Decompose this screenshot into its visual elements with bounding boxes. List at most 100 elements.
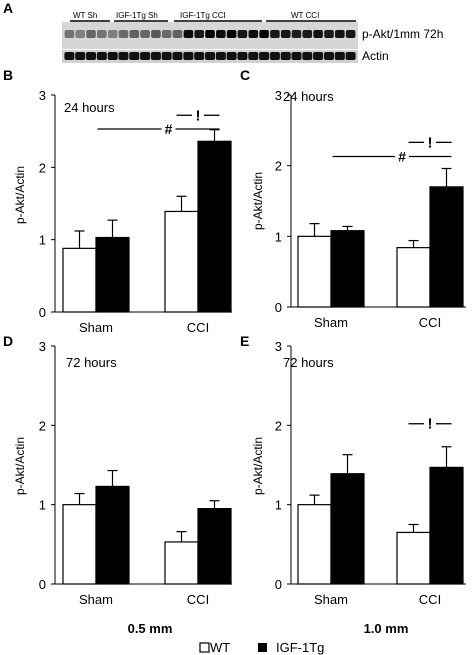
panel-e: E 72 hours p-Akt/Actin 0 1 2 3 Sham CCI! [240, 333, 466, 607]
pakt-band [313, 30, 323, 38]
y-tick-label: 1 [275, 229, 282, 244]
blot-label-igf-sham: IGF-1Tg Sh [116, 11, 158, 20]
x-tick-label: Sham [314, 592, 348, 607]
pakt-band [248, 30, 259, 38]
y-tick-label: 0 [39, 305, 46, 320]
actin-band [64, 52, 75, 60]
y-tick-label: 3 [39, 339, 46, 354]
panel-d: D 72 hours p-Akt/Actin 0 1 2 3 Sham CCI [3, 333, 232, 607]
y-tick-label: 1 [275, 498, 282, 513]
pakt-band [140, 30, 150, 38]
blot-pakt-bands [64, 30, 356, 38]
panel-a-letter: A [3, 0, 13, 16]
panel-b-plot: 0 1 2 3 Sham CCI! # [39, 88, 232, 335]
actin-band [86, 52, 96, 60]
panel-d-timepoint: 72 hours [66, 355, 117, 370]
actin-band [248, 52, 259, 60]
x-tick-label: CCI [419, 315, 441, 330]
panel-d-ylabel: p-Akt/Actin [13, 437, 27, 495]
blot-group-headers: WT Sh IGF-1Tg Sh IGF-1Tg CCI WT CCI [70, 11, 356, 22]
actin-band [205, 52, 215, 60]
panel-c-timepoint: 24 hours [283, 89, 334, 104]
y-tick-label: 3 [275, 88, 282, 103]
pakt-band [226, 30, 237, 38]
blot-row-label-pakt: p-Akt/1mm 72h [362, 27, 443, 41]
bar-wt [297, 235, 332, 308]
actin-band [291, 52, 302, 60]
pakt-band [151, 30, 161, 38]
x-tick-label: CCI [419, 592, 441, 607]
actin-band [194, 52, 205, 60]
y-tick-label: 2 [275, 159, 282, 174]
actin-band [269, 52, 280, 60]
actin-band [324, 52, 334, 60]
pakt-band [129, 30, 140, 38]
bar-igf [330, 473, 365, 585]
pakt-band [75, 30, 85, 38]
x-tick-label: Sham [314, 315, 348, 330]
y-tick-label: 1 [39, 498, 46, 513]
bar-wt [396, 247, 431, 308]
actin-band [345, 52, 356, 60]
actin-band [183, 52, 194, 60]
bar-igf [429, 466, 464, 585]
pakt-band [335, 30, 345, 38]
bar-igf [429, 186, 464, 308]
pakt-band [64, 30, 75, 38]
legend: WT IGF-1Tg [199, 640, 324, 655]
actin-band [150, 52, 161, 60]
bar-igf [330, 230, 365, 308]
actin-band [302, 52, 313, 60]
x-tick-label: CCI [187, 320, 209, 335]
panel-c-plot: 0 1 2 3 Sham CCI! # [275, 88, 466, 330]
actin-band [259, 52, 270, 60]
panel-e-plot: 0 1 2 3 Sham CCI! [275, 339, 466, 607]
pakt-band [280, 30, 291, 38]
y-tick-label: 2 [275, 418, 282, 433]
panel-c-ylabel: p-Akt/Actin [251, 172, 265, 230]
bar-wt [164, 541, 199, 585]
actin-band [140, 52, 151, 60]
pakt-band [161, 30, 172, 38]
bar-igf [95, 236, 130, 313]
x-tick-label: Sham [79, 320, 113, 335]
pakt-band [345, 30, 356, 38]
bar-igf [95, 485, 130, 585]
pakt-band [259, 30, 269, 38]
pakt-band [118, 30, 129, 38]
bar-igf [197, 508, 232, 585]
pakt-band [302, 30, 313, 38]
bar-wt [62, 247, 97, 313]
panel-b-letter: B [3, 67, 13, 83]
pakt-band [86, 30, 96, 38]
pakt-band [237, 30, 248, 38]
panel-e-ylabel: p-Akt/Actin [251, 437, 265, 495]
panel-b: B 24 hours p-Akt/Actin 0 1 2 3 Sham CCI! # [3, 67, 232, 335]
y-tick-label: 2 [39, 160, 46, 175]
actin-band [129, 52, 140, 60]
pakt-band [183, 30, 194, 38]
panel-c-letter: C [240, 67, 250, 83]
blot-row-label-actin: Actin [362, 49, 389, 63]
actin-band [334, 52, 345, 60]
actin-band [226, 52, 237, 60]
y-tick-label: 1 [39, 233, 46, 248]
x-tick-label: CCI [187, 592, 209, 607]
bar-wt [164, 210, 199, 313]
actin-band [161, 52, 172, 60]
y-tick-label: 0 [39, 577, 46, 592]
actin-band [215, 52, 226, 60]
bar-wt [297, 504, 332, 585]
panel-e-letter: E [240, 333, 249, 349]
blot-label-wt-sham: WT Sh [73, 11, 97, 20]
blot-label-igf-cci: IGF-1Tg CCI [180, 11, 226, 20]
y-tick-label: 3 [39, 88, 46, 103]
pakt-band [324, 30, 334, 38]
pakt-band [216, 30, 226, 38]
panel-e-timepoint: 72 hours [283, 355, 334, 370]
legend-swatch-igf [258, 643, 267, 652]
significance-symbol: # [165, 121, 173, 137]
column-label-left: 0.5 mm [128, 621, 173, 636]
bar-wt [396, 531, 431, 585]
legend-label-igf: IGF-1Tg [276, 640, 324, 655]
